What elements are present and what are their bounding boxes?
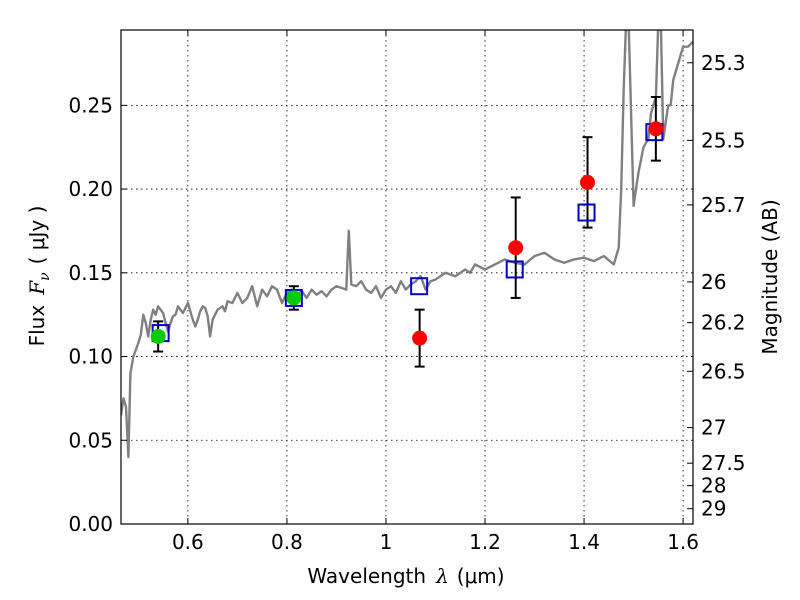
y2-tick-label: 25.3 — [701, 51, 746, 75]
x-axis-label-unit: (μm) — [457, 564, 505, 588]
error-bars-layer — [153, 95, 661, 368]
wfc3-detection-point — [580, 174, 596, 190]
y2-tick-label: 25.7 — [701, 193, 746, 217]
y2-tick-label: 27.5 — [701, 451, 746, 475]
wfc3-detection-point — [412, 330, 428, 346]
y2-tick-label: 27 — [701, 416, 726, 440]
y-tick-label: 0.15 — [68, 261, 113, 285]
y-tick-label: 0.05 — [68, 428, 113, 452]
y-tick-label: 0.00 — [68, 512, 113, 536]
y2-tick-label: 26.5 — [701, 359, 746, 383]
wfc3-detection-point — [648, 121, 664, 137]
wfc3-detection-point — [508, 240, 524, 256]
ticks: 0.6 0.8 1 1.2 1.4 1.6 0.00 0.05 0.10 0.15 0.20 0.25… — [68, 30, 746, 554]
y2-tick-label: 26 — [701, 270, 726, 294]
y-tick-label: 0.10 — [68, 345, 113, 369]
x-axis-label: Wavelength λ (μm) — [307, 564, 504, 588]
points-layer — [150, 121, 664, 346]
x-tick-label: 1.4 — [568, 530, 600, 554]
grid — [121, 30, 693, 525]
model-flux-square — [505, 260, 524, 279]
y-axis-label-subscript: ν — [37, 272, 53, 281]
y2-axis-label: Magnitude (AB) — [758, 199, 782, 354]
model-sed-layer — [121, 30, 693, 459]
y2-tick-label: 28 — [701, 474, 726, 498]
x-axis-label-symbol: λ — [435, 564, 449, 588]
y2-tick-label: 29 — [701, 497, 726, 521]
y-axis-label: Flux Fν ( μJy ) — [25, 206, 53, 347]
acs-detection-point — [150, 328, 166, 344]
y-axis-label-symbol: F — [25, 280, 49, 296]
y2-tick-label: 25.5 — [701, 128, 746, 152]
x-axis-label-word: Wavelength — [307, 564, 426, 588]
model-sed-line — [121, 30, 693, 459]
y-tick-label: 0.25 — [68, 93, 113, 117]
acs-detection-point — [286, 290, 302, 306]
y-axis-label-word: Flux — [25, 305, 49, 347]
y-axis-label-unit: ( μJy ) — [25, 206, 49, 265]
x-tick-label: 1 — [380, 530, 393, 554]
model-flux-square — [577, 203, 596, 222]
plot-frame — [120, 29, 694, 525]
x-tick-label: 0.6 — [172, 530, 204, 554]
x-tick-label: 0.8 — [271, 530, 303, 554]
model-flux-square — [284, 288, 303, 307]
model-flux-square — [410, 277, 429, 296]
y2-tick-label: 26.2 — [701, 311, 746, 335]
y-tick-label: 0.20 — [68, 177, 113, 201]
x-tick-label: 1.6 — [667, 530, 699, 554]
x-tick-label: 1.2 — [469, 530, 501, 554]
